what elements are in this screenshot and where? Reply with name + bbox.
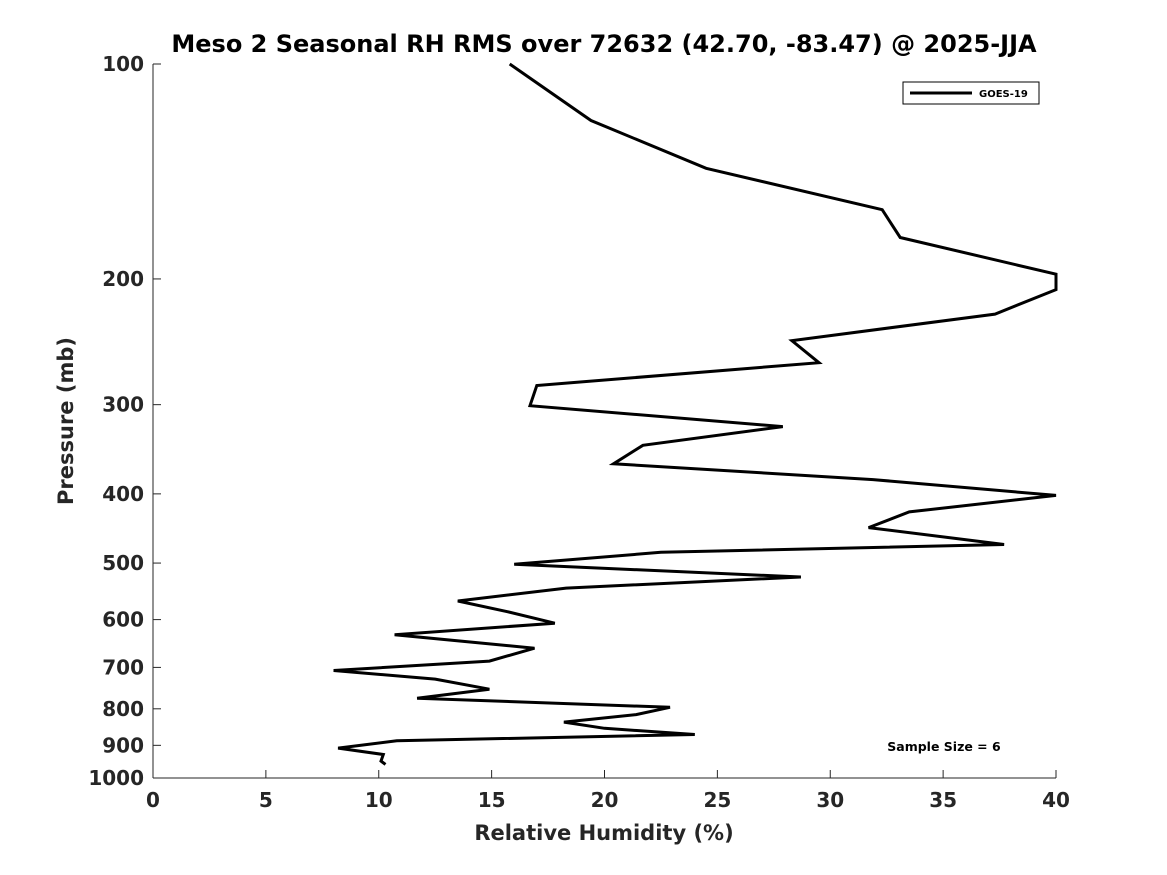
chart-title: Meso 2 Seasonal RH RMS over 72632 (42.70… xyxy=(171,30,1037,58)
plot-area: 100 200 300 400 500 600 700 800 900 1000 0 5 10 15 20… xyxy=(88,52,1070,812)
legend: GOES-19 xyxy=(902,81,1040,105)
y-ticks: 100 200 300 400 500 600 700 800 900 1000 xyxy=(88,52,161,790)
x-tick-label: 20 xyxy=(591,788,619,812)
sample-size-annotation: Sample Size = 6 xyxy=(887,739,1001,754)
y-tick-label: 400 xyxy=(102,482,144,506)
y-tick-label: 600 xyxy=(102,608,144,632)
y-tick-label: 200 xyxy=(102,267,144,291)
x-axis-label: Relative Humidity (%) xyxy=(474,821,733,845)
x-tick-label: 10 xyxy=(365,788,393,812)
x-tick-label: 30 xyxy=(816,788,844,812)
legend-label-goes-19: GOES-19 xyxy=(979,89,1028,100)
series-line-goes-19 xyxy=(333,62,1058,766)
x-tick-label: 40 xyxy=(1042,788,1070,812)
y-tick-label: 700 xyxy=(102,655,144,679)
x-tick-label: 35 xyxy=(929,788,957,812)
x-tick-label: 0 xyxy=(146,788,160,812)
y-tick-label: 1000 xyxy=(88,766,144,790)
y-tick-label: 300 xyxy=(102,393,144,417)
x-tick-label: 15 xyxy=(478,788,506,812)
x-tick-label: 5 xyxy=(259,788,273,812)
x-ticks: 0 5 10 15 20 25 30 35 40 xyxy=(146,770,1070,812)
y-axis-label: Pressure (mb) xyxy=(54,337,78,505)
y-tick-label: 900 xyxy=(102,733,144,757)
y-tick-label: 100 xyxy=(102,52,144,76)
x-tick-label: 25 xyxy=(703,788,731,812)
y-tick-label: 500 xyxy=(102,551,144,575)
y-tick-label: 800 xyxy=(102,697,144,721)
